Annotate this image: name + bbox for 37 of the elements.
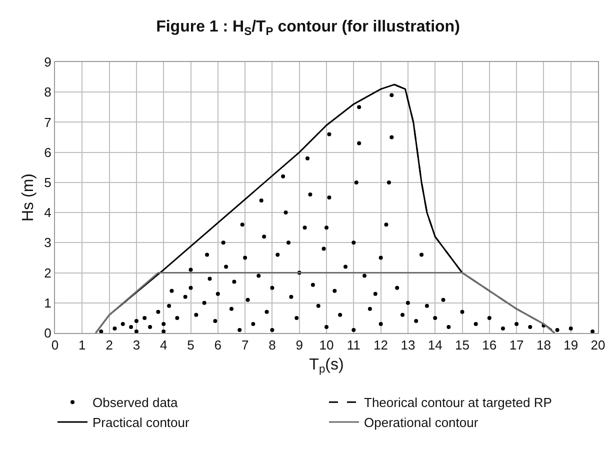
x-tick-label: 14: [428, 338, 442, 353]
x-tick-label: 5: [187, 338, 194, 353]
legend-label: Operational contour: [364, 415, 479, 430]
x-tick-label: 19: [564, 338, 578, 353]
y-tick-label: 8: [44, 84, 52, 100]
y-axis-title: Hs (m): [20, 174, 38, 222]
y-tick-label: 3: [44, 235, 52, 250]
x-tick-label: 20: [590, 338, 606, 353]
x-tick-label: 18: [536, 338, 551, 353]
x-tick-label: 16: [482, 338, 497, 353]
y-tick-label: 7: [44, 114, 52, 130]
y-tick-label: 2: [44, 265, 52, 280]
y-tick-label: 0: [44, 326, 52, 341]
y-tick-label: 1: [44, 295, 52, 310]
x-tick-label: 12: [374, 338, 388, 353]
x-tick-label: 8: [268, 338, 276, 353]
x-tick-label: 15: [455, 338, 470, 353]
y-tick-label: 4: [44, 205, 52, 220]
legend-label: Theorical contour at targeted RP: [364, 395, 552, 410]
x-tick-label: 2: [106, 338, 113, 353]
x-tick-label: 9: [296, 338, 303, 353]
legend-label: Practical contour: [92, 415, 190, 430]
chart-title: Figure 1 : H$_{S}$/T$_{P}$ contour (for illustration): [156, 18, 460, 38]
y-tick-label: 5: [44, 174, 52, 190]
x-tick-label: 1: [78, 338, 86, 353]
y-tick-label: 9: [44, 54, 52, 70]
x-tick-label: 7: [241, 338, 249, 353]
x-tick-label: 3: [132, 338, 140, 353]
x-axis-title: T$_{p}$(s): [309, 356, 344, 376]
x-tick-label: 4: [160, 338, 168, 353]
x-tick-label: 11: [346, 338, 360, 353]
x-tick-label: 17: [509, 338, 524, 353]
legend-label: Observed data: [92, 395, 179, 410]
x-tick-label: 10: [319, 338, 334, 353]
y-tick-label: 6: [44, 144, 52, 160]
x-tick-label: 13: [400, 338, 416, 353]
x-tick-label: 6: [214, 338, 222, 353]
